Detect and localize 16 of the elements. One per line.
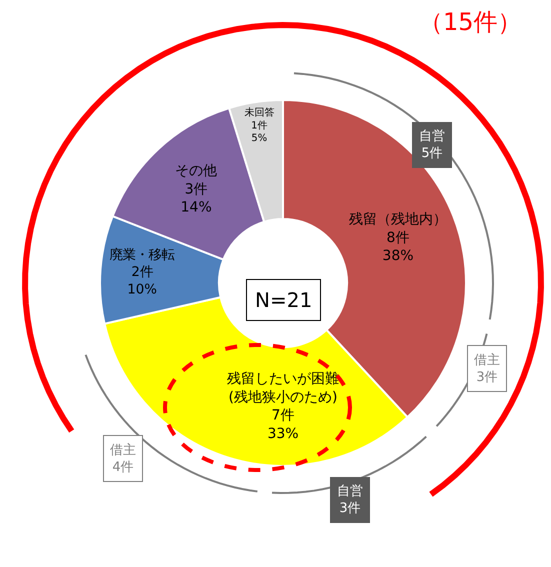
text: 自営 5件 <box>419 129 445 161</box>
slice-label: その他 <box>175 163 218 180</box>
data-label: 7件 33% <box>267 408 299 442</box>
data-label: 1件 5% <box>251 120 268 144</box>
slice-label: 廃業・移転 <box>110 248 175 263</box>
text: N=21 <box>255 288 312 312</box>
slice-label: 未回答 <box>244 106 274 118</box>
text: 借主 4件 <box>110 442 136 475</box>
text: （15件） <box>419 8 522 36</box>
text: 自営 3件 <box>337 484 363 516</box>
slice-label: 残留（残地内） <box>348 212 447 228</box>
data-label: 2件 10% <box>127 265 157 298</box>
data-label: 3件 14% <box>180 181 212 216</box>
slice-label: 残留したいが困難 (残地狭小のため) <box>227 371 339 406</box>
data-label: 8件 38% <box>382 230 414 264</box>
text: 借主 3件 <box>474 352 500 385</box>
